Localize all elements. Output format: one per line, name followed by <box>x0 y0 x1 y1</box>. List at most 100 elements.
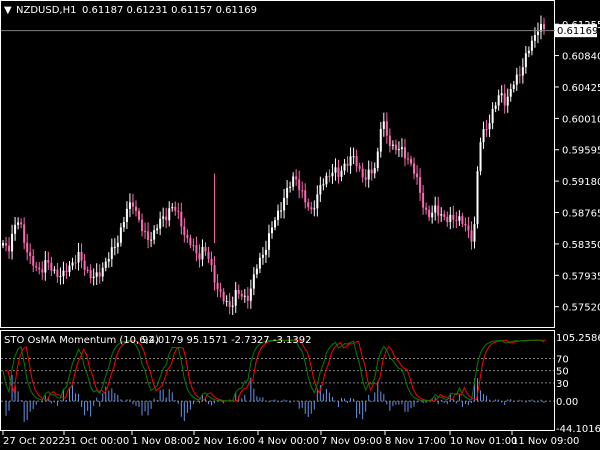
candle-body <box>482 128 485 143</box>
candle-body <box>237 290 240 294</box>
candle-body <box>343 163 346 171</box>
candle-body <box>310 207 313 210</box>
candle-body <box>29 252 32 257</box>
time-axis-label: 2 Nov 16:00 <box>194 436 255 447</box>
candle-body <box>186 235 189 238</box>
candle-body <box>47 260 50 263</box>
price-axis-label: 0.60425 <box>562 83 600 94</box>
candle-body <box>65 270 68 273</box>
candle-body <box>488 123 491 130</box>
candle-body <box>270 227 273 234</box>
candle-body <box>101 267 104 277</box>
candle-body <box>261 254 264 258</box>
time-axis-label: 11 Nov 09:00 <box>512 436 579 447</box>
price-axis-label: 0.58765 <box>562 209 600 220</box>
candle-body <box>95 272 98 277</box>
candle-body <box>246 295 249 301</box>
candle-body <box>74 262 77 264</box>
stochastic-main-line <box>2 339 545 402</box>
candle-body <box>521 67 524 76</box>
candle-body <box>364 177 367 180</box>
candle-body <box>183 226 186 236</box>
candle-body <box>334 167 337 173</box>
chart-menu-icon[interactable]: ▼ <box>4 5 12 16</box>
candle-body <box>144 231 147 233</box>
candle-body <box>116 242 119 248</box>
price-axis-label: 0.59180 <box>562 177 600 188</box>
candle-body <box>543 24 545 29</box>
candle-body <box>473 224 476 242</box>
candle-body <box>413 163 416 174</box>
momentum-histogram <box>5 374 545 422</box>
time-axis-label: 4 Nov 00:00 <box>258 436 319 447</box>
candle-body <box>234 290 237 306</box>
candle-body <box>382 121 385 129</box>
candle-body <box>107 259 110 262</box>
candle-body <box>491 108 494 124</box>
candle-body <box>150 239 153 241</box>
candle-body <box>400 147 403 150</box>
candle-body <box>62 270 65 277</box>
candle-body <box>446 216 449 223</box>
candle-body <box>406 158 409 160</box>
candle-body <box>331 172 334 177</box>
candle-body <box>53 269 56 271</box>
price-axis-label: 0.60840 <box>562 52 600 63</box>
candle-body <box>479 142 482 172</box>
candle-body <box>165 216 168 221</box>
candle-body <box>346 163 349 166</box>
candle-body <box>77 251 80 263</box>
candle-body <box>512 84 515 90</box>
candle-body <box>68 265 71 273</box>
candle-body <box>428 209 431 218</box>
indicator-axis-label: 105.2586 <box>556 333 600 344</box>
candle-body <box>461 216 464 224</box>
candle-body <box>286 187 289 198</box>
candle-body <box>243 295 246 297</box>
price-axis-label: 0.57520 <box>562 303 600 314</box>
candle-body <box>56 269 59 277</box>
candle-body <box>440 214 443 216</box>
candle-body <box>470 230 473 242</box>
price-axis-label: 0.57935 <box>562 271 600 282</box>
candle-body <box>367 169 370 180</box>
candle-body <box>80 251 83 261</box>
time-axis-label: 1 Nov 08:00 <box>132 436 193 447</box>
candle-body <box>497 95 500 106</box>
candle-body <box>373 168 376 174</box>
candle-body <box>228 301 231 307</box>
candle-body <box>86 269 89 271</box>
candle-body <box>419 177 422 193</box>
indicator-axis-label: 70 <box>556 354 569 365</box>
indicator-axis-label: 30 <box>556 379 569 390</box>
candle-body <box>110 247 113 260</box>
candle-body <box>134 206 137 211</box>
candle-body <box>307 202 310 208</box>
candle-body <box>340 170 343 177</box>
candle-body <box>216 282 219 290</box>
candle-body <box>503 93 506 106</box>
candle-body <box>515 74 518 85</box>
candle-body <box>388 135 391 146</box>
candle-body <box>539 24 542 32</box>
indicator-levels <box>1 357 554 402</box>
candle-body <box>17 222 20 225</box>
candle-body <box>83 260 86 270</box>
candle-body <box>295 176 298 180</box>
candle-body <box>159 218 162 229</box>
candle-body <box>464 223 467 226</box>
candle-body <box>301 190 304 192</box>
candle-body <box>425 207 428 210</box>
candle-body <box>443 214 446 217</box>
candle-body <box>89 270 92 279</box>
candle-body <box>280 210 283 212</box>
candle-body <box>467 225 470 231</box>
price-axis-label: 0.58350 <box>562 240 600 251</box>
candle-body <box>201 246 204 260</box>
candle-body <box>298 179 301 191</box>
candle-body <box>119 227 122 243</box>
candle-body <box>370 169 373 174</box>
ohlc-values: 0.61187 0.61231 0.61157 0.61169 <box>82 5 257 16</box>
candle-body <box>23 224 26 243</box>
